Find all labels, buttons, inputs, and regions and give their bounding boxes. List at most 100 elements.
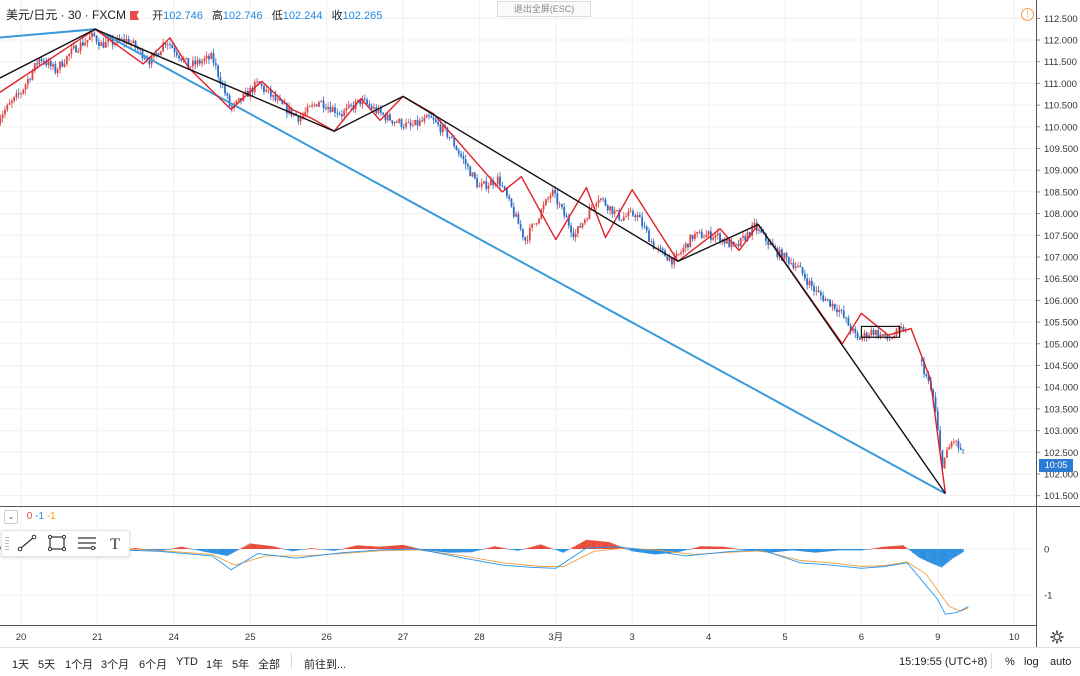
y-tick-label: 103.500 (1044, 404, 1078, 415)
macd-histogram-bar (191, 549, 194, 550)
macd-histogram-bar (352, 546, 355, 549)
rectangle-icon[interactable] (46, 534, 68, 552)
macd-histogram-bar (400, 545, 403, 549)
range-5d-button[interactable]: 5天 (38, 659, 56, 671)
chevron-down-icon[interactable]: ⌄ (4, 510, 18, 524)
candle-body (884, 333, 886, 336)
fib-icon[interactable] (76, 534, 98, 552)
candle-body (467, 164, 469, 167)
macd-histogram-bar (533, 546, 536, 549)
candle-body (269, 89, 272, 97)
macd-histogram-bar (197, 549, 200, 551)
candle-body (120, 38, 123, 41)
macd-histogram-bar (514, 549, 517, 551)
range-3m-button[interactable]: 3个月 (101, 659, 130, 671)
candle-body (414, 120, 417, 126)
range-ytd-button[interactable]: YTD (176, 656, 198, 668)
range-1m-button[interactable]: 1个月 (65, 659, 94, 671)
y-tick-label: 109.500 (1044, 144, 1078, 155)
candle-body (63, 64, 66, 67)
trendline-icon[interactable] (16, 534, 38, 552)
range-1y-button[interactable]: 1年 (206, 659, 224, 671)
candle-body (531, 224, 534, 228)
range-6m-button[interactable]: 6个月 (139, 659, 168, 671)
macd-histogram-bar (424, 549, 427, 551)
macd-histogram-bar (623, 548, 626, 549)
macd-histogram-bar (300, 549, 303, 550)
candle-body (102, 42, 105, 48)
flag-icon[interactable] (130, 11, 140, 20)
candle-body (299, 117, 302, 122)
macd-histogram-bar (474, 549, 477, 552)
percent-toggle[interactable]: % (1005, 656, 1015, 668)
candle-body (260, 83, 263, 86)
macd-histogram-bar (650, 549, 653, 554)
gear-icon[interactable] (1050, 630, 1064, 644)
candle-body (412, 125, 414, 126)
low-value: 102.244 (282, 10, 323, 22)
macd-histogram-bar (403, 545, 406, 549)
exit-fullscreen-button[interactable]: 退出全屏(ESC) (497, 1, 591, 17)
candle-body (790, 262, 793, 264)
candle-body (159, 51, 162, 56)
candle-body (629, 210, 632, 212)
candle-body (625, 216, 627, 218)
candle-body (792, 262, 795, 268)
macd-histogram-bar (371, 546, 374, 549)
candle-body (856, 332, 859, 338)
macd-histogram-bar (610, 542, 613, 549)
candle-body (274, 94, 277, 101)
candle-body (923, 361, 925, 375)
macd-histogram-bar (478, 549, 481, 551)
alert-icon[interactable]: ! (1021, 8, 1034, 21)
macd-histogram-bar (421, 549, 424, 550)
candle-body (81, 42, 84, 46)
macd-histogram-bar (577, 544, 580, 549)
candle-body (203, 58, 206, 62)
macd-histogram-bar (337, 549, 340, 550)
macd-histogram-bar (591, 540, 594, 549)
macd-histogram-bar (482, 549, 485, 550)
candle-body (730, 241, 733, 248)
log-toggle[interactable]: log (1024, 656, 1039, 668)
drag-handle-icon[interactable] (5, 537, 9, 550)
y-tick-label: 109.000 (1044, 166, 1078, 177)
candle-body (38, 58, 41, 65)
macd-histogram-bar (144, 549, 147, 550)
y-tick-label: 104.500 (1044, 361, 1078, 372)
candle-body (563, 206, 566, 216)
candle-body (565, 215, 568, 218)
text-icon[interactable]: T (104, 534, 126, 552)
macd-histogram-bar (871, 548, 874, 550)
candle-body (684, 243, 687, 248)
goto-date-button[interactable]: 前往到... (304, 659, 347, 671)
macd-histogram-bar (308, 548, 311, 550)
chart-canvas[interactable]: 112.500 112.000 111.500 111.000 110.500 110.0… (0, 0, 1080, 647)
auto-toggle[interactable]: auto (1050, 656, 1072, 668)
candle-body (870, 329, 873, 336)
candle-body (528, 227, 531, 241)
candle-body (136, 47, 139, 50)
macd-histogram-bar (426, 549, 429, 551)
candle-body (77, 50, 80, 53)
macd-histogram-bar (480, 549, 483, 550)
candle-body (313, 104, 316, 106)
indicator-y-tick-label: 0 (1044, 545, 1049, 556)
candle-body (698, 231, 701, 233)
macd-histogram-bar (543, 545, 546, 549)
macd-histogram-bar (917, 549, 920, 558)
range-5y-button[interactable]: 5年 (232, 659, 250, 671)
macd-histogram-bar (298, 549, 301, 551)
clock-readout[interactable]: 15:19:55 (UTC+8) (899, 656, 988, 668)
symbol-label[interactable]: 美元/日元 · 30 · FXCM (6, 8, 127, 22)
macd-histogram-bar (583, 540, 586, 549)
x-tick-label: 5 (782, 632, 787, 643)
macd-histogram-bar (445, 549, 448, 553)
range-1d-button[interactable]: 1天 (12, 659, 30, 671)
candle-body (311, 104, 313, 107)
x-tick-label: 24 (169, 632, 180, 643)
macd-histogram-bar (677, 549, 680, 553)
drawing-overlays[interactable] (0, 28, 947, 495)
range-all-button[interactable]: 全部 (258, 659, 280, 671)
macd-histogram-bar (696, 547, 699, 549)
